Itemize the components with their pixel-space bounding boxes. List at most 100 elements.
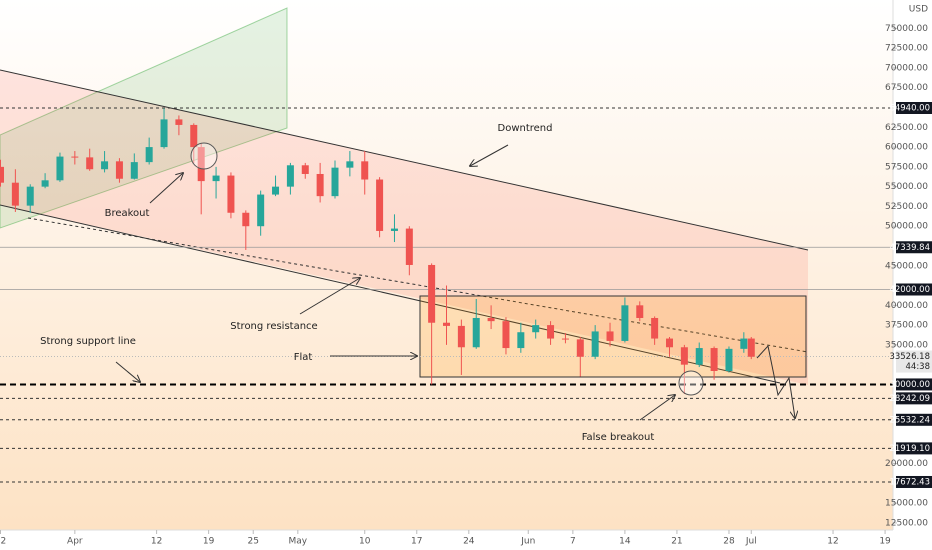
- y-tick-label: 52500.00: [885, 202, 928, 212]
- channel-top: [0, 69, 809, 251]
- candle-body: [41, 180, 49, 187]
- candle-body: [725, 348, 733, 371]
- candle-body: [301, 165, 309, 174]
- candle-body: [472, 317, 480, 348]
- y-tick-label: 20000.00: [885, 459, 928, 469]
- candle-body: [428, 264, 436, 323]
- x-tick-label: 14: [619, 537, 631, 547]
- candle-body: [11, 182, 19, 206]
- annotation: Strong support line: [40, 336, 136, 347]
- annotation: Strong resistance: [230, 321, 317, 332]
- candle-body: [487, 317, 495, 322]
- candle-body: [101, 161, 109, 170]
- y-tick-label: 72500.00: [885, 44, 928, 54]
- x-tick-label: 12: [827, 537, 838, 547]
- arrow: [470, 144, 509, 166]
- candle-body: [286, 165, 294, 187]
- x-tick-label: 28: [723, 537, 735, 547]
- last-price-label: 33526.18: [889, 352, 930, 362]
- y-tick-label: 12500.00: [885, 518, 928, 528]
- level-label: 42000.00: [889, 285, 930, 295]
- candle-body: [651, 317, 659, 339]
- candle-body: [331, 167, 339, 197]
- level-box: [896, 241, 932, 254]
- y-tick-label: 50000.00: [885, 222, 928, 232]
- candle-body: [502, 321, 510, 349]
- candle-body: [197, 147, 205, 182]
- x-tick-label: 21: [671, 537, 682, 547]
- candle-body: [666, 338, 673, 348]
- false-breakout-circle: [678, 370, 704, 396]
- annotation: Breakout: [105, 208, 150, 219]
- y-tick-label: 45000.00: [885, 261, 928, 271]
- countdown: 44:38: [906, 362, 931, 372]
- x-tick-label: May: [289, 537, 308, 547]
- y-tick-label: 35000.00: [885, 340, 928, 350]
- y-tick-label: 60000.00: [885, 143, 928, 153]
- arrow: [299, 278, 360, 315]
- y-tick-label: 57500.00: [885, 162, 928, 172]
- ascending-channel: [0, 7, 288, 229]
- candle-body: [160, 119, 168, 148]
- candle-body: [227, 175, 235, 213]
- level-label: 47339.84: [889, 243, 930, 253]
- candle-body: [636, 305, 644, 318]
- y-tick-label: 37500.00: [885, 321, 928, 331]
- y-tick-label: 40000.00: [885, 301, 928, 311]
- annotation: False breakout: [582, 432, 655, 443]
- y-tick-label: 75000.00: [885, 24, 928, 34]
- candle-body: [71, 156, 79, 158]
- x-tick-label: Jun: [520, 537, 535, 547]
- candle-body: [316, 173, 324, 197]
- x-tick-label: Apr: [67, 537, 83, 547]
- candle-body: [621, 305, 629, 341]
- level-label: 30000.00: [889, 380, 930, 390]
- candle-body: [86, 157, 94, 170]
- level-label: 64940.00: [889, 103, 930, 113]
- candle-body: [405, 228, 413, 265]
- arrow: [149, 173, 183, 204]
- level-box: [896, 392, 932, 405]
- candle-body: [56, 156, 64, 181]
- x-tick-label: 24: [463, 537, 475, 547]
- level-box: [896, 475, 932, 488]
- candle-body: [145, 147, 153, 163]
- candle-body: [740, 338, 748, 349]
- candle-body: [190, 124, 198, 148]
- arrow: [115, 361, 140, 382]
- candle-body: [576, 339, 584, 357]
- candle-body: [747, 338, 755, 357]
- arrow: [639, 395, 675, 421]
- level-label: 17672.43: [889, 477, 930, 487]
- y-tick-label: 70000.00: [885, 63, 928, 73]
- level-box: [896, 283, 932, 296]
- x-tick-label: 19: [879, 537, 891, 547]
- x-tick-label: 7: [570, 537, 576, 547]
- candle-body: [443, 322, 450, 326]
- candle-body: [532, 325, 540, 333]
- level-label: 21919.10: [889, 444, 930, 454]
- candle-body: [710, 348, 718, 371]
- y-tick-label: 67500.00: [885, 83, 928, 93]
- level-box: [896, 442, 932, 455]
- x-tick-label: 12: [151, 537, 162, 547]
- candle-body: [680, 347, 688, 365]
- breakout-circle: [190, 142, 218, 170]
- candle-body: [361, 161, 369, 180]
- candle-body: [346, 161, 354, 168]
- x-tick-label: 10: [359, 537, 371, 547]
- candle-body: [390, 228, 398, 231]
- price-axis: [893, 0, 932, 550]
- candle-body: [115, 161, 123, 179]
- candle-body: [606, 331, 614, 341]
- candle-body: [547, 325, 555, 339]
- candle-body: [517, 332, 525, 349]
- candle-body: [130, 162, 138, 179]
- x-tick-label: Jul: [745, 537, 757, 547]
- x-tick-label: 22: [0, 537, 6, 547]
- candle-body: [212, 175, 220, 182]
- candle-body: [591, 331, 599, 357]
- y-tick-label: 62500.00: [885, 123, 928, 133]
- level-label: 25532.24: [889, 415, 930, 425]
- candle-body: [0, 166, 4, 183]
